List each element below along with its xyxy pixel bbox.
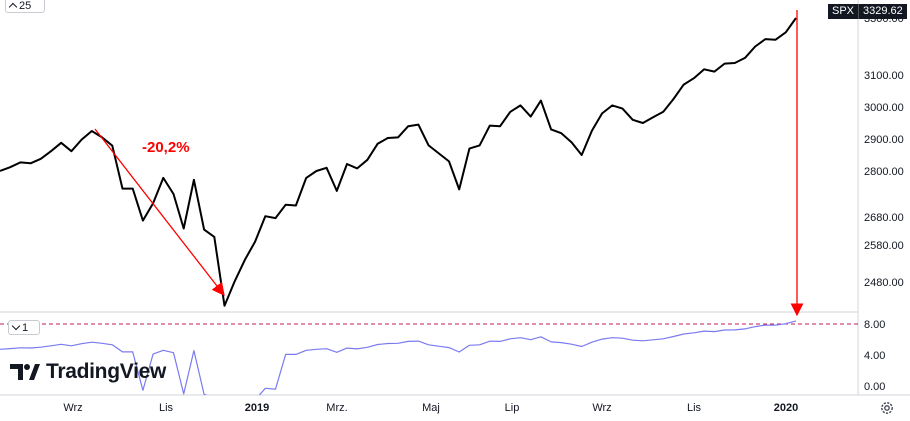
y-tick-label: 2680.00 [864,212,904,224]
x-tick-label: Mrz. [326,402,347,414]
tradingview-logo-text: TradingView [46,360,167,383]
tradingview-logo[interactable]: TradingView [10,360,166,384]
top-interval-control[interactable]: 25 [5,0,45,13]
x-tick-label: Lis [687,402,702,414]
x-tick-label: Lip [505,402,520,414]
y-tick-label: 2900.00 [864,134,904,146]
chevron-up-icon [8,2,18,12]
x-tick-label: 2019 [245,402,269,414]
chevron-down-icon [11,321,21,331]
indicator-tick-label: 0.00 [864,381,885,393]
indicator-control[interactable]: 1 [8,320,40,335]
indicator-series-line [0,320,797,395]
symbol-price: 3329.62 [858,4,907,19]
y-tick-label: 2800.00 [864,166,904,178]
drawdown-label: -20,2% [142,139,190,156]
x-tick-label: Maj [422,402,440,414]
y-tick-label: 2580.00 [864,240,904,252]
y-tick-label: 3100.00 [864,70,904,82]
symbol-name: SPX [828,4,859,19]
indicator-control-value: 1 [22,321,29,334]
indicator-tick-label: 8.00 [864,319,885,331]
tradingview-logo-icon [10,364,40,380]
indicator-tick-label: 4.00 [864,350,885,362]
symbol-price-tag: SPX 3329.62 [828,4,907,19]
y-tick-label: 3000.00 [864,102,904,114]
x-tick-label: 2020 [774,402,798,414]
y-tick-label: 2480.00 [864,277,904,289]
time-x-axis: Wrz Lis 2019 Mrz. Maj Lip Wrz Lis 2020 [63,402,798,414]
top-interval-value: 25 [19,0,32,12]
drawdown-arrow [94,128,225,297]
x-tick-label: Lis [159,402,174,414]
indicator-y-axis: 0.00 4.00 8.00 [864,319,885,393]
price-series-line [0,17,797,307]
x-tick-label: Wrz [63,402,82,414]
x-tick-label: Wrz [592,402,611,414]
gear-icon[interactable] [879,400,895,416]
price-y-axis: 2480.00 2580.00 2680.00 2800.00 2900.00 3000.… [864,13,904,289]
